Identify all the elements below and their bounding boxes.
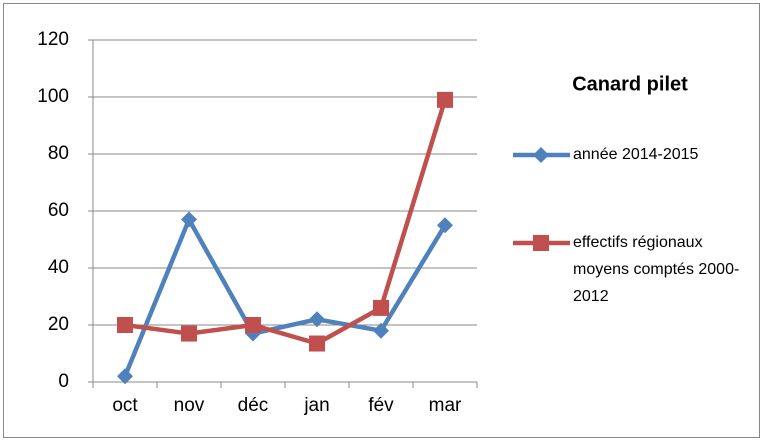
data-point [437,217,453,234]
x-tick-label: déc [238,395,269,416]
x-tick-label: fév [368,395,394,416]
data-point [181,325,197,342]
legend-label: année 2014-2015 [573,146,699,163]
x-tick-label: nov [174,395,205,416]
x-tick-label: jan [303,395,329,416]
legend-marker [533,235,549,251]
y-tick-label: 60 [48,200,69,221]
chart-title: Canard pilet [572,73,688,95]
data-point [309,311,325,328]
data-point [309,335,325,352]
y-tick-label: 100 [37,86,69,107]
data-point [117,317,133,333]
x-tick-label: mar [429,395,462,416]
data-point [437,91,453,108]
data-point [117,368,133,385]
y-tick-label: 120 [37,29,69,50]
y-tick-label: 0 [58,371,69,392]
y-tick-label: 40 [48,257,69,278]
legend-marker [533,147,549,163]
data-point [181,211,197,228]
series-line [122,217,447,378]
legend-label: effectifs régionaux moyens comptés 2000-… [573,234,740,305]
y-tick-label: 80 [48,143,69,164]
data-point [373,322,389,339]
data-point [245,317,261,333]
chart-border [3,3,760,438]
series-line [124,99,448,346]
y-tick-label: 20 [48,314,69,335]
x-tick-label: oct [112,395,138,416]
data-point [373,299,389,316]
